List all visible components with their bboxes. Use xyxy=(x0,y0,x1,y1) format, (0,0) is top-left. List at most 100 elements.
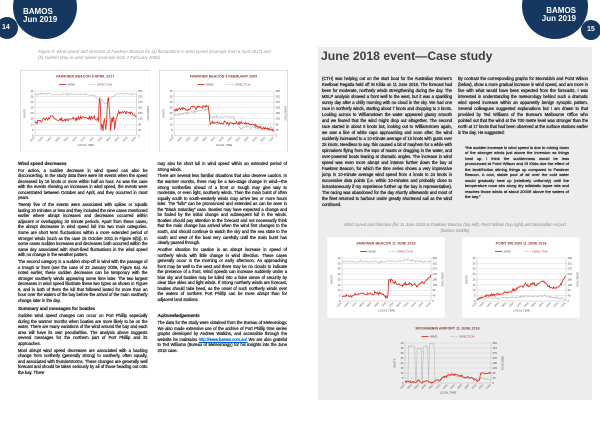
svg-text:2000: 2000 xyxy=(545,301,552,308)
svg-text:1000: 1000 xyxy=(434,383,441,390)
svg-text:135: 135 xyxy=(138,116,143,120)
svg-text:1600: 1600 xyxy=(395,301,402,308)
svg-text:10: 10 xyxy=(401,371,404,375)
svg-text:15: 15 xyxy=(338,283,341,287)
svg-text:225: 225 xyxy=(493,356,498,360)
svg-text:270: 270 xyxy=(433,267,438,271)
svg-text:5: 5 xyxy=(171,127,173,131)
svg-text:45: 45 xyxy=(276,127,279,131)
svg-text:315: 315 xyxy=(433,261,438,265)
svg-text:0800: 0800 xyxy=(62,135,69,142)
svg-text:360: 360 xyxy=(433,256,438,260)
svg-text:15: 15 xyxy=(30,116,33,120)
svg-text:5: 5 xyxy=(474,294,476,298)
svg-text:1800: 1800 xyxy=(243,135,250,142)
svg-text:5: 5 xyxy=(32,127,34,131)
svg-text:135: 135 xyxy=(493,366,498,370)
svg-text:DIRECTION: DIRECTION xyxy=(146,106,150,120)
svg-text:1200: 1200 xyxy=(380,301,387,308)
svg-text:45: 45 xyxy=(138,127,141,131)
svg-text:35: 35 xyxy=(473,261,476,265)
svg-text:MOORABBIN AIRPORT 11 JUNE 2018: MOORABBIN AIRPORT 11 JUNE 2018 xyxy=(416,327,480,331)
svg-text:90: 90 xyxy=(433,288,436,292)
svg-text:DIRECTION: DIRECTION xyxy=(576,272,580,286)
svg-text:25: 25 xyxy=(30,105,33,109)
svg-text:0200: 0200 xyxy=(37,135,44,142)
svg-text:40: 40 xyxy=(401,341,404,345)
svg-text:225: 225 xyxy=(138,105,143,109)
svg-text:20: 20 xyxy=(473,277,476,281)
svg-text:0000: 0000 xyxy=(399,383,406,390)
svg-text:0800: 0800 xyxy=(427,383,434,390)
svg-text:35: 35 xyxy=(338,261,341,265)
svg-text:360: 360 xyxy=(493,341,498,345)
svg-text:30: 30 xyxy=(338,267,341,271)
svg-text:0000: 0000 xyxy=(268,135,275,142)
svg-text:0200: 0200 xyxy=(478,301,485,308)
svg-text:2000: 2000 xyxy=(113,135,120,142)
svg-text:1200: 1200 xyxy=(442,383,449,390)
svg-text:30: 30 xyxy=(401,351,404,355)
svg-text:0200: 0200 xyxy=(343,301,350,308)
svg-text:45: 45 xyxy=(433,294,436,298)
svg-text:0000: 0000 xyxy=(130,135,137,142)
svg-text:1600: 1600 xyxy=(530,301,537,308)
svg-text:5: 5 xyxy=(402,376,404,380)
svg-text:0400: 0400 xyxy=(45,135,52,142)
svg-text:1200: 1200 xyxy=(218,135,225,142)
svg-text:90: 90 xyxy=(276,122,279,126)
svg-text:KNOTS: KNOTS xyxy=(162,108,166,117)
svg-text:30: 30 xyxy=(170,100,173,104)
svg-text:30: 30 xyxy=(30,100,33,104)
svg-text:1600: 1600 xyxy=(456,383,463,390)
svg-text:DIRECTION: DIRECTION xyxy=(96,82,111,86)
svg-text:KNOTS: KNOTS xyxy=(22,108,26,117)
svg-text:10: 10 xyxy=(30,122,33,126)
svg-text:0200: 0200 xyxy=(176,135,183,142)
svg-text:KNOTS: KNOTS xyxy=(393,358,397,367)
svg-text:20: 20 xyxy=(401,361,404,365)
svg-text:180: 180 xyxy=(493,361,498,365)
svg-text:10: 10 xyxy=(170,122,173,126)
svg-text:DIRECTION: DIRECTION xyxy=(398,250,413,254)
svg-text:2200: 2200 xyxy=(477,383,484,390)
svg-text:1000: 1000 xyxy=(70,135,77,142)
svg-text:FAWKNER BEACON 11 JUNE 2018: FAWKNER BEACON 11 JUNE 2018 xyxy=(357,242,416,246)
svg-text:315: 315 xyxy=(493,346,498,350)
svg-text:DIRECTION: DIRECTION xyxy=(235,82,250,86)
svg-text:WIND: WIND xyxy=(430,335,437,339)
svg-text:180: 180 xyxy=(138,111,143,115)
svg-text:0800: 0800 xyxy=(365,301,372,308)
svg-text:0000: 0000 xyxy=(425,301,432,308)
svg-text:LOCAL TIME: LOCAL TIME xyxy=(513,309,530,313)
svg-text:WIND: WIND xyxy=(206,82,213,86)
svg-text:2200: 2200 xyxy=(259,135,266,142)
svg-text:5: 5 xyxy=(339,294,341,298)
svg-text:DIRECTION: DIRECTION xyxy=(284,106,288,120)
svg-text:2000: 2000 xyxy=(410,301,417,308)
svg-text:135: 135 xyxy=(433,283,438,287)
svg-text:2200: 2200 xyxy=(552,301,559,308)
svg-text:2200: 2200 xyxy=(417,301,424,308)
svg-text:1400: 1400 xyxy=(87,135,94,142)
svg-text:1800: 1800 xyxy=(104,135,111,142)
svg-text:25: 25 xyxy=(401,356,404,360)
svg-text:0: 0 xyxy=(474,299,476,303)
svg-text:1800: 1800 xyxy=(537,301,544,308)
svg-text:1600: 1600 xyxy=(234,135,241,142)
svg-text:270: 270 xyxy=(568,267,573,271)
svg-text:0400: 0400 xyxy=(485,301,492,308)
svg-text:1000: 1000 xyxy=(373,301,380,308)
svg-text:DIRECTION: DIRECTION xyxy=(533,250,548,254)
svg-text:WIND: WIND xyxy=(67,82,74,86)
svg-text:10: 10 xyxy=(338,288,341,292)
svg-text:270: 270 xyxy=(138,100,143,104)
svg-text:25: 25 xyxy=(338,272,341,276)
svg-text:LOCAL TIME: LOCAL TIME xyxy=(77,143,94,147)
svg-text:15: 15 xyxy=(170,116,173,120)
svg-text:225: 225 xyxy=(433,272,438,276)
svg-text:0000: 0000 xyxy=(560,301,567,308)
svg-text:0200: 0200 xyxy=(406,383,413,390)
svg-text:1200: 1200 xyxy=(79,135,86,142)
svg-text:LOCAL TIME: LOCAL TIME xyxy=(378,309,395,313)
